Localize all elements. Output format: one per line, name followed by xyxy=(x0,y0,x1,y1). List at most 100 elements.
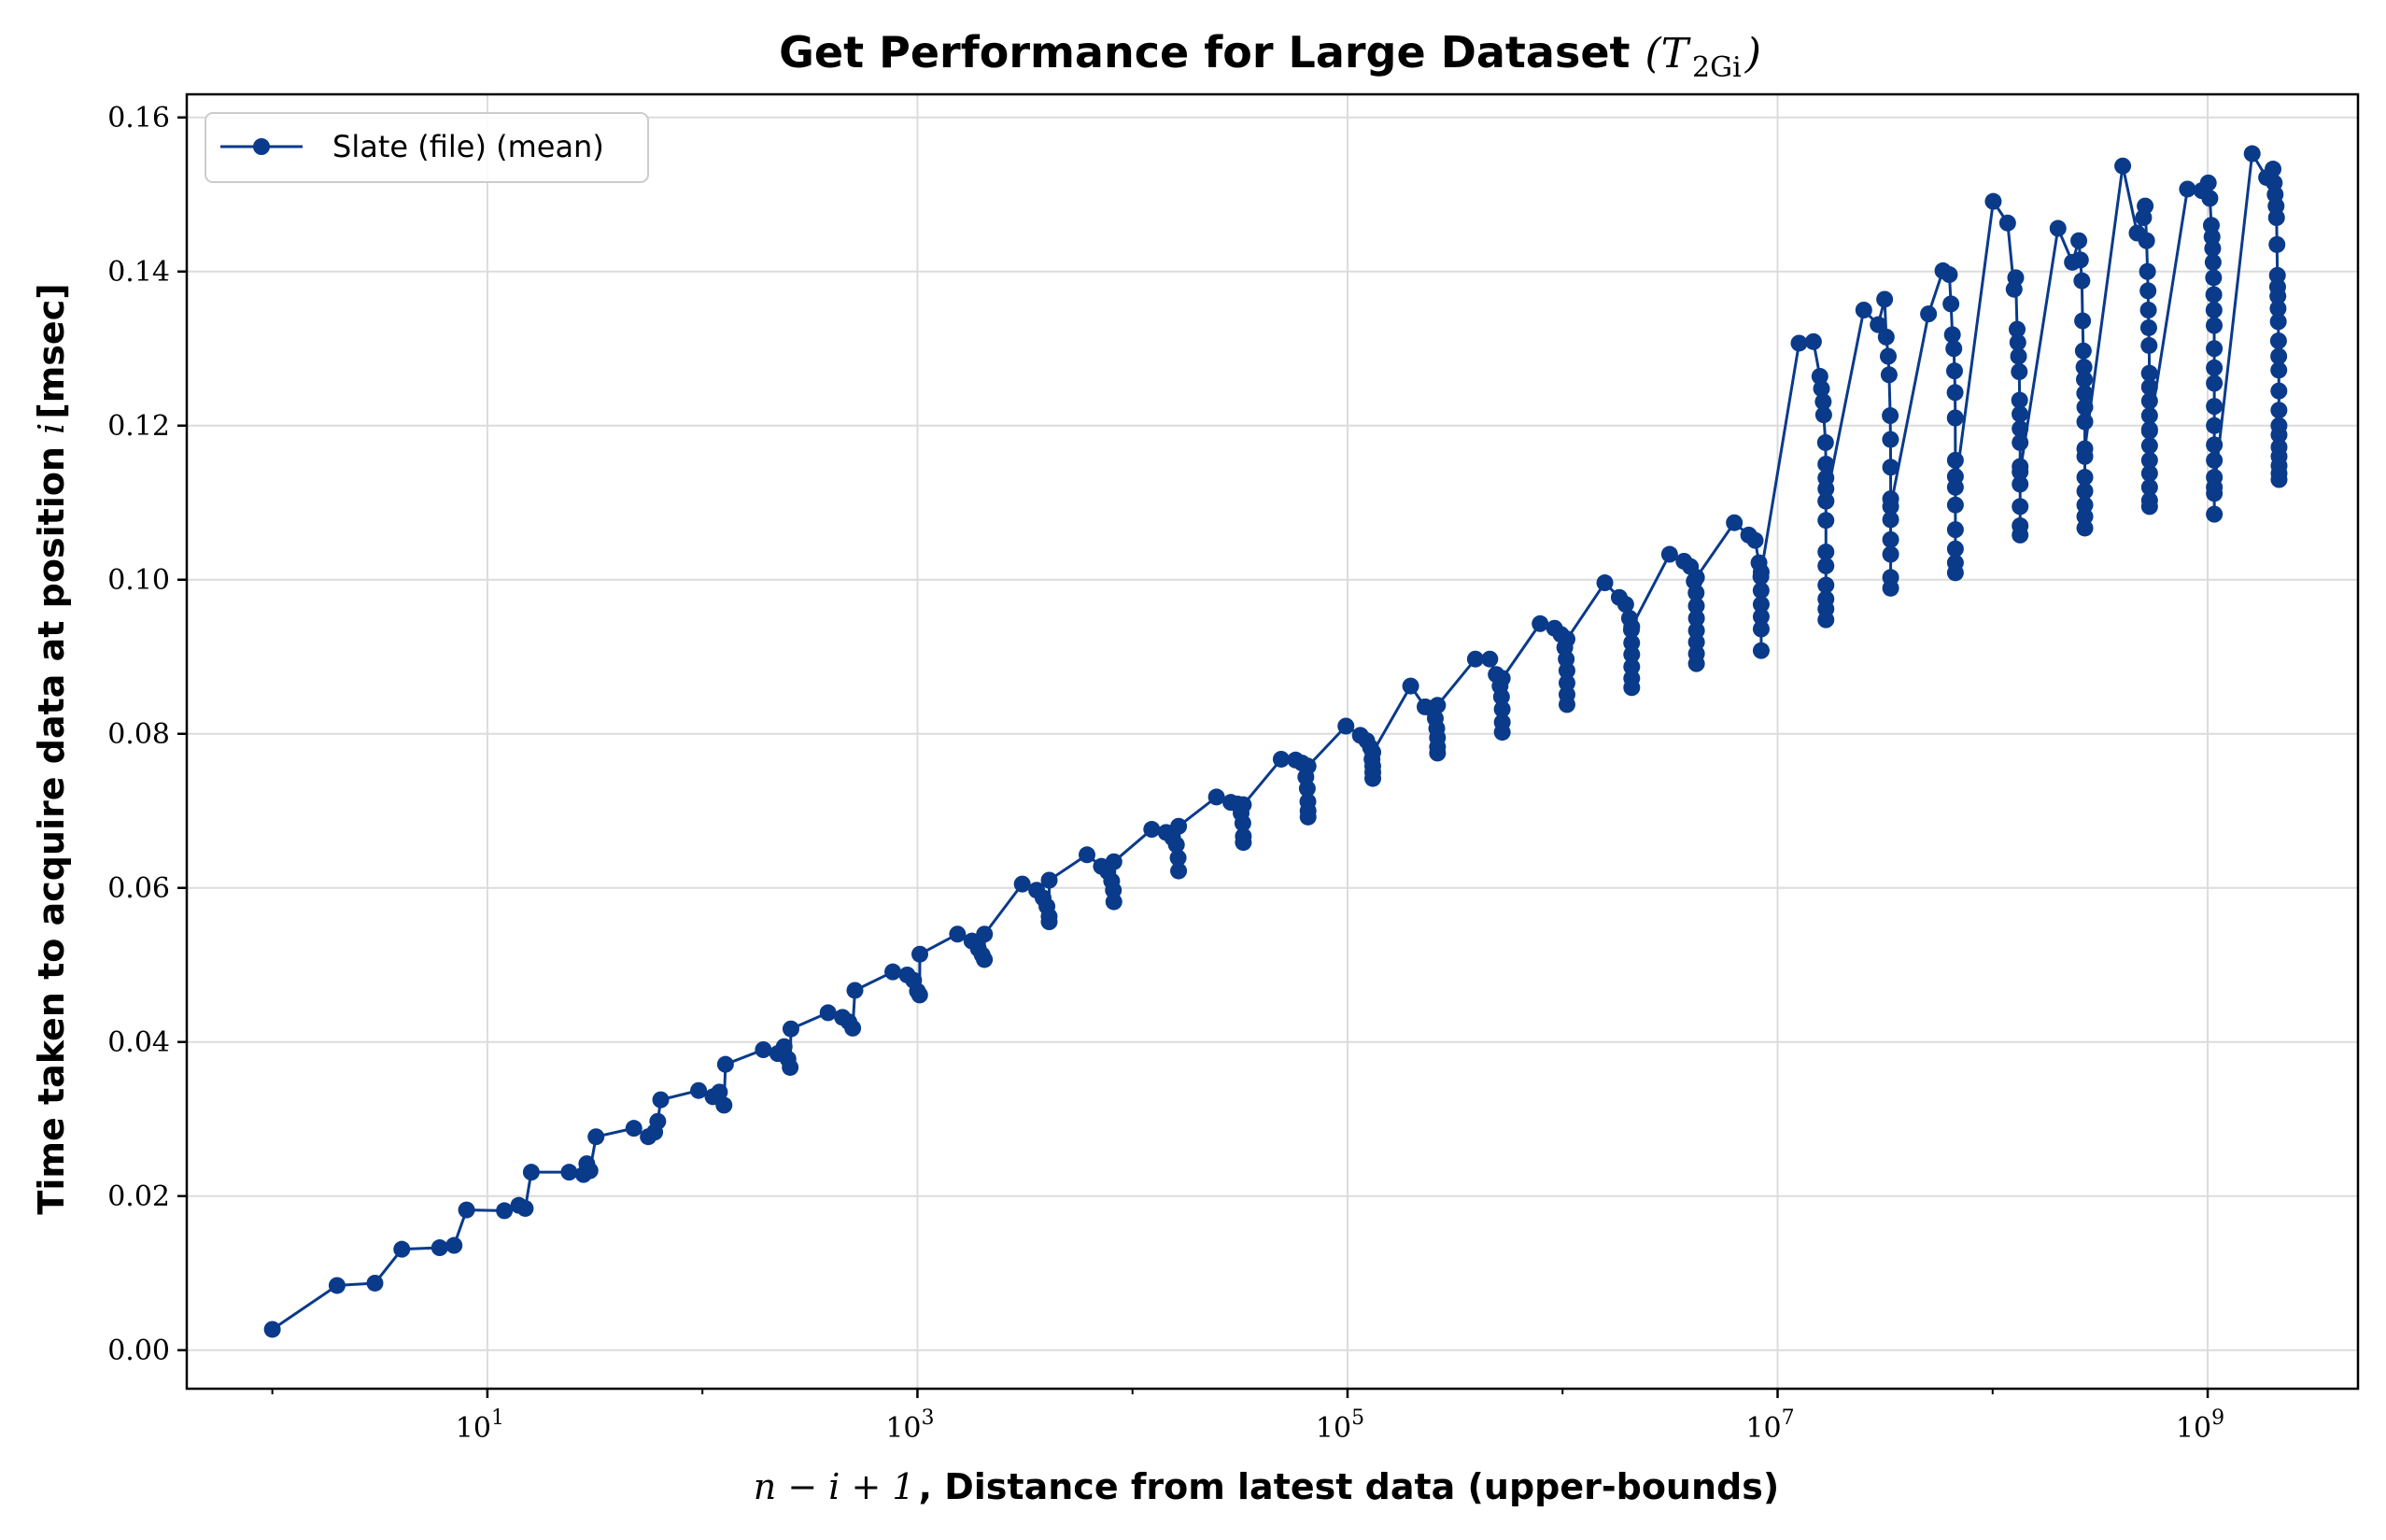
data-point xyxy=(1817,557,1835,574)
data-point xyxy=(1623,679,1641,697)
data-point xyxy=(1876,290,1894,308)
data-point xyxy=(516,1199,534,1217)
data-point xyxy=(1013,875,1031,893)
data-point xyxy=(2206,340,2224,358)
data-point xyxy=(1492,688,1510,706)
data-point xyxy=(366,1274,384,1292)
data-point xyxy=(2201,190,2219,207)
chart-title-text: Get Performance for Large Dataset xyxy=(779,27,1630,78)
chart-title-math-close: ) xyxy=(1744,30,1761,78)
data-point xyxy=(2139,318,2157,336)
data-point xyxy=(2076,519,2094,537)
data-point xyxy=(1493,724,1511,742)
data-point xyxy=(1879,347,1897,365)
y-tick-label: 0.16 xyxy=(107,102,170,134)
data-point xyxy=(2140,392,2158,410)
data-point xyxy=(2076,398,2094,416)
data-point xyxy=(1402,677,1419,695)
data-point xyxy=(711,1083,728,1101)
data-point xyxy=(649,1112,667,1130)
data-point xyxy=(2206,374,2224,392)
y-tick-label: 0.14 xyxy=(107,256,170,289)
data-point xyxy=(1170,817,1188,835)
data-point xyxy=(1817,611,1835,629)
data-point xyxy=(1235,834,1252,852)
data-point xyxy=(2009,320,2026,338)
data-point xyxy=(1660,545,1678,563)
data-point xyxy=(2206,436,2224,454)
data-point xyxy=(1942,295,1960,313)
data-point xyxy=(1817,492,1835,510)
data-point xyxy=(652,1091,670,1109)
data-point xyxy=(1790,334,1808,352)
data-point xyxy=(844,1019,862,1037)
data-point xyxy=(1105,853,1122,870)
x-tick-label: 103 xyxy=(885,1406,934,1445)
legend: Slate (file) (mean) xyxy=(205,112,649,183)
data-point xyxy=(2076,482,2094,500)
data-point xyxy=(2076,508,2094,526)
legend-box xyxy=(205,112,649,183)
data-point xyxy=(1752,608,1770,626)
data-point xyxy=(431,1239,448,1257)
data-point xyxy=(1882,459,1899,476)
data-point xyxy=(1941,266,1958,284)
data-point xyxy=(1623,618,1641,636)
data-point xyxy=(2270,426,2288,444)
data-point xyxy=(2179,180,2196,198)
data-point xyxy=(393,1240,411,1258)
data-point xyxy=(1299,757,1317,775)
data-point xyxy=(1143,821,1161,839)
data-point xyxy=(1687,655,1705,672)
data-point xyxy=(2071,251,2089,269)
data-point xyxy=(2075,371,2093,389)
data-point xyxy=(2140,451,2158,469)
data-point xyxy=(2269,313,2287,331)
data-point xyxy=(911,945,929,963)
data-point xyxy=(1984,192,2002,210)
data-point xyxy=(1493,670,1511,687)
data-point xyxy=(2140,378,2158,396)
data-point xyxy=(1946,564,1964,582)
data-point xyxy=(2139,302,2157,318)
data-point xyxy=(1813,380,1830,398)
data-point xyxy=(2140,478,2158,496)
y-axis-label-math: i xyxy=(31,423,72,434)
data-point xyxy=(2012,526,2029,544)
data-point xyxy=(1882,530,1899,548)
data-point xyxy=(1752,596,1770,614)
data-point xyxy=(2140,407,2158,425)
data-point xyxy=(1945,362,1963,380)
data-point xyxy=(1945,340,1963,358)
data-point xyxy=(884,963,902,981)
data-point xyxy=(1946,409,1964,427)
data-point xyxy=(2205,269,2223,287)
grid-layer xyxy=(187,94,2358,1389)
data-point xyxy=(846,982,864,999)
data-point xyxy=(1946,496,1964,514)
data-point xyxy=(782,1020,799,1038)
data-point xyxy=(2012,420,2029,438)
data-point xyxy=(1752,582,1770,600)
data-point xyxy=(496,1202,514,1220)
data-point xyxy=(2267,209,2285,226)
data-point xyxy=(2011,391,2028,409)
data-point xyxy=(2206,359,2224,376)
data-point xyxy=(1817,544,1835,561)
data-point xyxy=(2140,498,2158,516)
data-point xyxy=(2206,417,2224,434)
data-point xyxy=(1882,407,1899,425)
data-point xyxy=(1617,596,1634,614)
data-point xyxy=(1817,512,1835,530)
data-point xyxy=(1811,367,1828,385)
data-point xyxy=(2076,440,2094,458)
series-layer xyxy=(263,145,2288,1338)
x-tick-label: 105 xyxy=(1316,1406,1364,1445)
y-tick-label: 0.12 xyxy=(107,410,170,443)
data-point xyxy=(1687,569,1705,586)
data-point xyxy=(1882,579,1899,597)
data-point xyxy=(328,1277,346,1294)
data-point xyxy=(2140,437,2158,455)
x-tick-label: 109 xyxy=(2176,1406,2224,1445)
